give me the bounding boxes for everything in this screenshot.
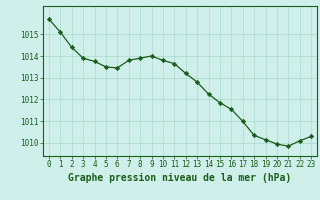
X-axis label: Graphe pression niveau de la mer (hPa): Graphe pression niveau de la mer (hPa): [68, 173, 292, 183]
